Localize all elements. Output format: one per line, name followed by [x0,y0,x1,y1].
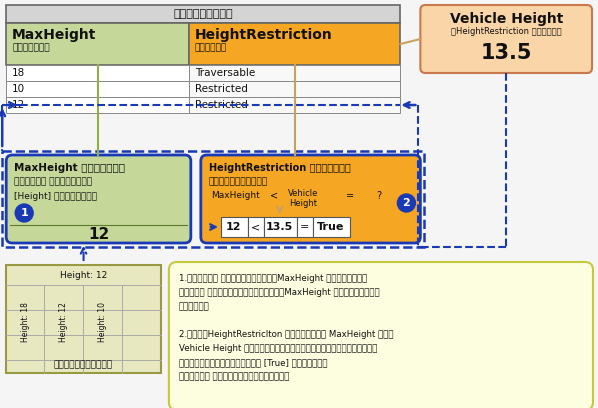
Text: ネットワーク属性値: ネットワーク属性値 [173,9,233,19]
Text: （記述子属性）: （記述子属性） [12,43,50,52]
Text: Vehicle Height: Vehicle Height [450,12,563,26]
Text: Vehicle
Height: Vehicle Height [288,189,319,208]
Text: ?: ? [376,191,381,201]
Text: 1.ネットワーク データセットの構築時、MaxHeight エバリュエータが: 1.ネットワーク データセットの構築時、MaxHeight エバリュエータが [179,274,367,283]
Text: 13.5: 13.5 [266,222,293,232]
Text: HeightRestriction エバリュエータ: HeightRestriction エバリュエータ [209,163,350,173]
Text: 13.5: 13.5 [480,43,532,63]
Text: Vehicle Height パラメータを使用してエッジがトラバース可能かどうかを: Vehicle Height パラメータを使用してエッジがトラバース可能かどうか… [179,344,377,353]
Text: [Height] フィールドを使用: [Height] フィールドを使用 [14,192,97,201]
Text: Height: 10: Height: 10 [97,302,106,342]
Text: 12: 12 [226,222,242,232]
Text: 12: 12 [88,227,109,242]
Bar [189,65,401,81]
Text: True: True [317,222,344,232]
FancyBboxPatch shape [201,155,420,243]
Text: （HeightRestriction パラメータ）: （HeightRestriction パラメータ） [451,27,562,36]
Text: Height: 18: Height: 18 [21,302,30,342]
Text: ネットワーク エレメントが規制されています。: ネットワーク エレメントが規制されています。 [179,372,289,381]
Text: 10: 10 [12,84,25,94]
FancyBboxPatch shape [6,155,191,243]
Text: 12: 12 [12,100,26,110]
Circle shape [15,204,33,222]
Text: （規制属性）: （規制属性） [195,43,227,52]
FancyBboxPatch shape [169,262,593,408]
Text: 18: 18 [12,68,26,78]
Text: （関数エバリュエータ）: （関数エバリュエータ） [209,177,268,186]
Circle shape [398,194,416,212]
Text: Traversable: Traversable [195,68,255,78]
Bar [221,217,248,237]
Text: ソースフィーチャクラス: ソースフィーチャクラス [54,360,113,369]
Bar [6,81,189,97]
Bar [6,97,189,113]
Bar [264,217,297,237]
Text: HeightRestriction: HeightRestriction [195,28,332,42]
Bar [248,217,264,237]
Text: 2: 2 [402,198,410,208]
Text: 1: 1 [20,208,28,218]
Text: 値をソース フィーチャクラスから読み取り、MaxHeight ネットワーク属性に: 値をソース フィーチャクラスから読み取り、MaxHeight ネットワーク属性に [179,288,380,297]
Text: <: < [270,191,277,201]
Bar [189,81,401,97]
Text: MaxHeight: MaxHeight [12,28,97,42]
Bar [6,23,189,65]
Text: Height: 12: Height: 12 [60,271,107,280]
Bar [6,265,161,373]
Bar [189,97,401,113]
Bar [2,151,425,247]
Text: 決定します。関数エバリュエータが [True] を返す場合は、: 決定します。関数エバリュエータが [True] を返す場合は、 [179,358,327,367]
Text: MaxHeight: MaxHeight [210,191,260,200]
Text: =: = [346,191,355,201]
Bar [6,5,401,23]
Text: MaxHeight エバリュエータ: MaxHeight エバリュエータ [14,163,125,173]
Text: =: = [300,222,309,232]
Text: （フィールド エバリュエータ）: （フィールド エバリュエータ） [14,177,92,186]
Text: Restricted: Restricted [195,100,248,110]
Bar [297,217,313,237]
FancyBboxPatch shape [420,5,592,73]
Bar [313,217,349,237]
Text: 2.解析時、HeightRestricIton エバリュエータが MaxHeight の値と: 2.解析時、HeightRestricIton エバリュエータが MaxHeig… [179,330,393,339]
Text: Restricted: Restricted [195,84,248,94]
Text: 格納します。: 格納します。 [179,302,210,311]
Text: Height: 12: Height: 12 [59,302,68,342]
Bar [6,65,189,81]
Text: <: < [251,222,260,232]
Bar [189,23,401,65]
